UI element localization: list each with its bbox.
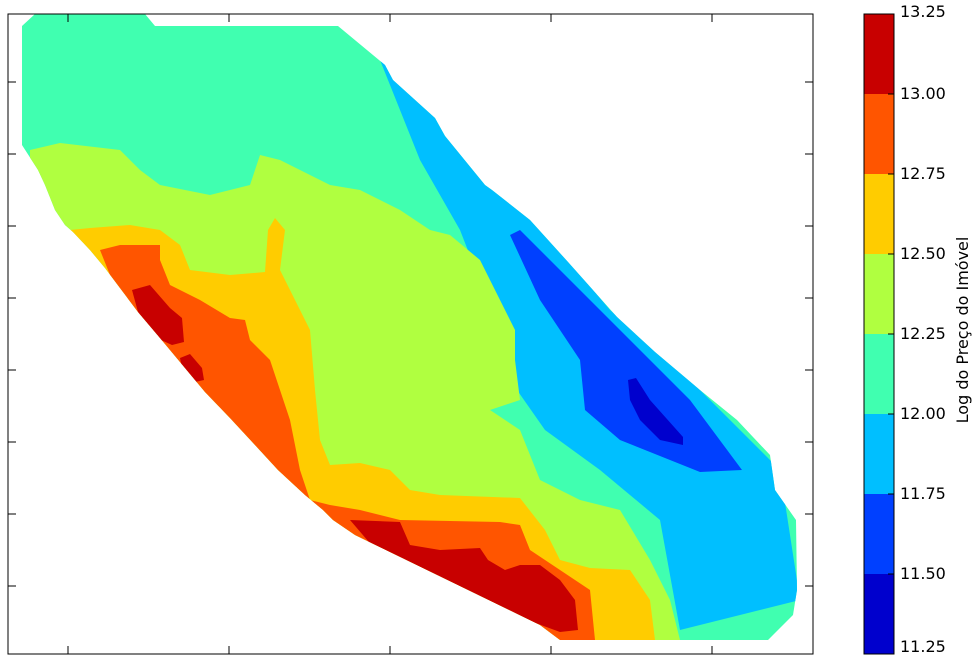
colorbar-band-7 — [864, 14, 894, 94]
contour-band-12.75-13.00 — [100, 245, 595, 640]
colorbar-tick-label-7: 13.00 — [900, 84, 946, 103]
x-axis-ticks — [67, 14, 713, 654]
colorbar-band-1 — [864, 494, 894, 574]
colorbar-band-4 — [864, 254, 894, 334]
colorbar-tick-label-5: 12.50 — [900, 244, 946, 263]
contour-band-13.00-13.25-b — [180, 354, 204, 382]
plot-frame — [7, 13, 814, 655]
colorbar-band-2 — [864, 414, 894, 494]
y-axis-ticks — [8, 81, 813, 587]
contour-band-11.25-11.50 — [628, 378, 683, 445]
colorbar-band-3 — [864, 334, 894, 414]
colorbar-tick-label-0: 11.25 — [900, 637, 946, 656]
colorbar-tick-label-3: 12.00 — [900, 404, 946, 423]
colorbar-tick-label-2: 11.75 — [900, 484, 946, 503]
colorbar-band-5 — [864, 174, 894, 254]
colorbar-tick-label-6: 12.75 — [900, 164, 946, 183]
colorbar-band-0 — [864, 574, 894, 654]
colorbar-tick-label-8: 13.25 — [900, 2, 946, 21]
colorbar-tick-label-4: 12.25 — [900, 324, 946, 343]
contour-band-13.00-13.25-c — [350, 520, 578, 632]
colorbar: 11.25 11.50 11.75 12.00 12.25 12.50 12.75 13.00… — [863, 2, 972, 656]
colorbar-label: Log do Preço do Imóvel — [953, 237, 972, 424]
contour-band-13.00-13.25-a — [132, 285, 184, 345]
contour-band-11.50-11.75 — [510, 230, 742, 472]
colorbar-band-6 — [864, 94, 894, 174]
plot-area — [7, 13, 814, 655]
colorbar-tick-label-1: 11.50 — [900, 564, 946, 583]
